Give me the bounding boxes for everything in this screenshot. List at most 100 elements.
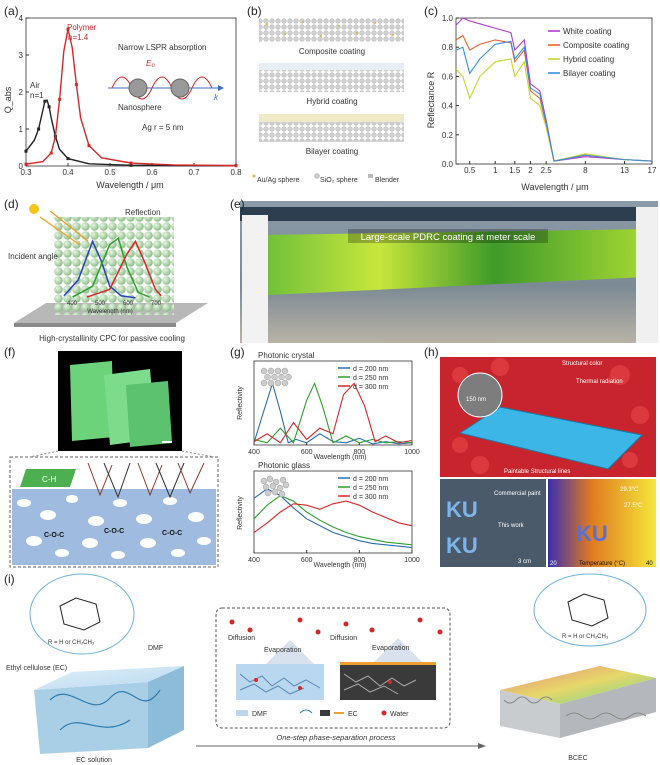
dmf-label: DMF: [148, 645, 163, 652]
data-point: [24, 162, 28, 166]
rgroup-2: R = H or CH₂CH₃: [562, 634, 609, 640]
composite-label: Composite coating: [299, 47, 365, 56]
hybrid-label: Hybrid coating: [306, 97, 357, 106]
polymer-n: n=1.4: [68, 33, 89, 42]
person-left: [242, 215, 268, 343]
y-tick-label: 1: [19, 125, 24, 134]
panel-d: (d) Incident angle Reflection Wavelength…: [0, 195, 228, 345]
incident-rays: [39, 210, 89, 246]
sun-icon: [29, 204, 39, 214]
ku-text: KU: [446, 497, 478, 522]
leg-water: Water: [390, 711, 409, 718]
bilayer-layer: [259, 122, 404, 142]
data-point: [47, 105, 51, 109]
structural-color-photo: 150 nm Structural color Thermal radiatio…: [440, 357, 656, 567]
legend-ec-swatch-3: [334, 712, 344, 714]
ag-label: Ag r = 5 nm: [142, 123, 184, 132]
panel-g: (g) Reflectivity Wavelength (nm) Reflect…: [228, 345, 420, 570]
leg-dmf: DMF: [252, 711, 267, 718]
composite-layer: [259, 18, 404, 42]
film-sheet-1: [70, 361, 114, 441]
panel-e: (e) Large-scale PDRC coating at meter sc…: [228, 195, 660, 345]
x-tick-label: 800: [353, 557, 365, 564]
thiswork-label: This work: [498, 523, 525, 529]
panel-i: (i) R = H or CH₂CH₃ Ethyl cellulose (EC)…: [0, 570, 660, 765]
nanosphere-1: [128, 78, 148, 98]
data-point: [37, 127, 41, 131]
x-tick-label: 400: [248, 449, 260, 456]
bcec-label: BCEC: [568, 755, 587, 762]
hybrid-layer: [259, 70, 404, 92]
ec-cube-side: [148, 666, 184, 748]
ec-cube-front: [34, 682, 148, 754]
person-right: [636, 207, 658, 343]
evap-roof-2: [374, 638, 422, 662]
axis-ylabel: Reflectance R: [426, 71, 436, 128]
data-point: [129, 161, 133, 165]
y-tick-label: 4: [19, 14, 24, 23]
coc-label: C-O-C: [104, 528, 124, 535]
glass-sphere: [266, 475, 274, 483]
axis-ylabel: Q_abs: [3, 86, 13, 113]
thermal-image: [548, 479, 656, 557]
thermal-label: Thermal radiation: [576, 379, 623, 385]
legend-entry: d = 250 nm: [353, 375, 388, 382]
legend-entry: d = 200 nm: [353, 476, 388, 483]
molecule-bubble-2: [533, 573, 647, 647]
bcec-top: [500, 666, 656, 704]
crystal-sphere: [267, 367, 275, 375]
legend-entry: Bilayer coating: [563, 69, 615, 78]
banner-text: Large-scale PDRC coating at meter scale: [361, 232, 536, 243]
ec-label: Ethyl cellulose (EC): [6, 665, 67, 672]
auag-legend-icon: [252, 174, 256, 178]
axis-xlabel: Wavelength (nm): [313, 562, 366, 569]
x-tick-label: 1000: [404, 449, 420, 456]
water-droplets: [229, 617, 443, 690]
x-tick-label: 0.6: [146, 168, 158, 177]
tmax: 40: [646, 561, 653, 567]
ku-photo: [440, 479, 546, 567]
panel-label: (c): [424, 4, 438, 18]
x-tick-label: 0.5: [104, 168, 116, 177]
data-point: [58, 97, 62, 101]
y-tick-label: 2: [19, 88, 24, 97]
panel-label: (b): [247, 4, 262, 18]
crystal-sphere: [267, 379, 275, 387]
colorbar: [548, 557, 656, 567]
axis-xlabel: Wavelength / μm: [521, 182, 588, 192]
x-tick-label: 400: [248, 557, 260, 564]
incident-label: Incident angle: [8, 252, 58, 261]
bilayer-label: Bilayer coating: [306, 147, 358, 156]
data-point: [43, 99, 47, 103]
data-point: [234, 164, 238, 168]
wavelength-label: Wavelength (nm): [87, 309, 132, 315]
ec-chains: [49, 689, 161, 731]
air-n: n=1: [30, 91, 44, 100]
legend-entry: Composite coating: [563, 41, 629, 50]
hybrid-top: [259, 63, 404, 70]
pdrc-photo: Large-scale PDRC coating at meter scale: [240, 201, 658, 343]
spectrum-line: [86, 239, 162, 298]
phase-separation-schematic: R = H or CH₂CH₃ Ethyl cellulose (EC) DMF…: [6, 573, 656, 764]
series-line: [253, 381, 413, 444]
diff2: Diffusion: [330, 635, 357, 642]
scale-label: 150 nm: [466, 397, 486, 403]
spectrum-line: [72, 236, 150, 298]
panel-f: (f) C-H C-O-C C-O-C C-O-C: [0, 345, 228, 570]
series-line: [253, 494, 413, 546]
y-tick-label: 0.0: [442, 160, 454, 169]
x-tick-label: 17: [648, 166, 657, 175]
glucose-ring: [59, 597, 101, 631]
panel-label: (i): [4, 572, 15, 586]
t2-label: 27.5°C: [624, 503, 643, 509]
scale-bar: [162, 441, 172, 443]
glass-sphere: [260, 477, 268, 485]
data-point: [87, 144, 91, 148]
series-line: [455, 58, 653, 162]
d-tick: 600: [123, 301, 134, 307]
t1-label: 29.3°C: [620, 487, 639, 493]
ec-cube-top: [34, 666, 184, 690]
axis-ylabel: Reflectivity: [237, 496, 244, 530]
nanosphere-label: Nanosphere: [118, 103, 162, 112]
cm-label: 3 cm: [518, 559, 531, 565]
